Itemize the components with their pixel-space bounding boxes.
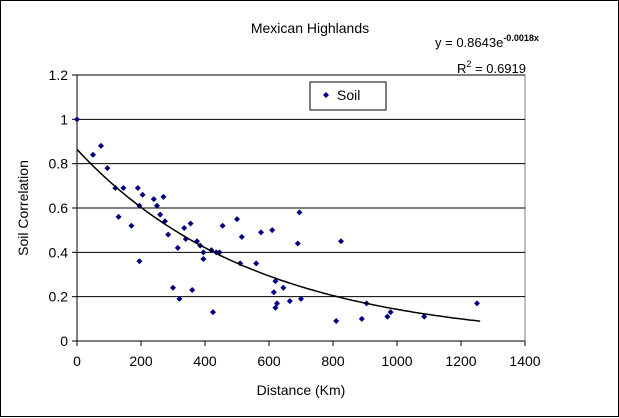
chart-title: Mexican Highlands <box>251 20 369 36</box>
data-point-14 <box>157 211 164 218</box>
data-point-37 <box>253 260 260 267</box>
y-axis-label: Soil Correlation <box>15 160 31 256</box>
data-point-47 <box>296 209 303 216</box>
data-point-41 <box>272 278 279 285</box>
data-point-8 <box>134 185 141 192</box>
data-point-12 <box>150 196 157 203</box>
data-point-46 <box>294 240 301 247</box>
data-point-28 <box>200 255 207 262</box>
x-tick-label-1: 200 <box>129 353 153 369</box>
data-point-48 <box>298 295 304 302</box>
data-point-23 <box>187 220 194 227</box>
data-point-38 <box>258 229 264 236</box>
x-tick-label-3: 600 <box>257 353 281 369</box>
data-point-42 <box>272 304 279 311</box>
data-point-20 <box>176 295 183 302</box>
data-point-2 <box>98 142 104 149</box>
data-point-30 <box>210 309 216 316</box>
legend: Soil <box>309 81 387 111</box>
data-point-7 <box>128 222 135 229</box>
data-point-53 <box>384 313 391 320</box>
y-tick-label-2: 0.4 <box>49 244 69 260</box>
data-point-21 <box>181 224 188 231</box>
y-axis-ticks: 0 0.2 0.4 0.6 0.8 1 1.2 <box>49 67 77 349</box>
data-point-19 <box>174 244 181 251</box>
data-point-11 <box>139 191 146 198</box>
trend-equation-base: y = 0.8643e <box>435 35 503 50</box>
y-tick-label-0: 0 <box>60 333 68 349</box>
data-point-49 <box>333 318 340 325</box>
data-point-50 <box>338 238 344 245</box>
data-point-51 <box>358 315 365 322</box>
data-point-27 <box>200 249 207 256</box>
data-point-56 <box>474 300 480 307</box>
x-tick-label-5: 1000 <box>381 353 412 369</box>
data-point-24 <box>189 287 196 294</box>
r-squared-value: = 0.6919 <box>471 61 526 76</box>
x-tick-label-0: 0 <box>73 353 81 369</box>
trendline <box>76 148 481 322</box>
x-axis-label: Distance (Km) <box>257 382 346 398</box>
data-point-13 <box>154 202 160 209</box>
data-point-5 <box>115 213 122 220</box>
data-point-1 <box>90 151 96 158</box>
legend-box <box>309 81 387 111</box>
trend-equation-exponent: -0.0018x <box>503 33 539 43</box>
data-point-4 <box>112 185 119 192</box>
x-tick-label-6: 1200 <box>445 353 476 369</box>
x-tick-label-4: 800 <box>321 353 345 369</box>
x-axis-ticks: 0 200 400 600 800 1000 1200 1400 <box>73 341 541 369</box>
data-point-3 <box>104 165 111 172</box>
data-point-54 <box>387 309 394 316</box>
data-point-15 <box>160 193 167 200</box>
r-squared-symbol: R <box>457 61 466 76</box>
data-point-39 <box>269 227 276 234</box>
data-point-18 <box>170 284 176 291</box>
y-tick-label-1: 0.2 <box>49 289 69 305</box>
series-soil <box>74 116 480 325</box>
data-point-45 <box>286 298 293 305</box>
data-point-55 <box>421 313 428 320</box>
legend-marker-diamond <box>323 92 329 98</box>
data-point-33 <box>219 222 226 229</box>
data-point-34 <box>234 216 240 223</box>
trend-equation: y = 0.8643e-0.0018x <box>435 33 539 50</box>
data-point-6 <box>120 185 127 192</box>
x-tick-label-7: 1400 <box>509 353 540 369</box>
data-point-10 <box>136 258 143 265</box>
data-point-17 <box>165 231 172 238</box>
data-point-44 <box>280 284 287 291</box>
data-point-40 <box>270 289 277 296</box>
r-squared-superscript: 2 <box>466 59 471 69</box>
legend-entry-soil: Soil <box>337 87 360 103</box>
r-squared: R2 = 0.6919 <box>457 59 526 76</box>
data-point-36 <box>238 233 245 240</box>
y-tick-label-6: 1.2 <box>49 67 69 83</box>
y-tick-label-5: 1 <box>60 111 68 127</box>
y-tick-label-3: 0.6 <box>49 200 69 216</box>
x-tick-label-2: 400 <box>193 353 217 369</box>
data-point-0 <box>74 116 80 123</box>
data-point-43 <box>274 300 280 307</box>
gridlines <box>77 74 525 298</box>
y-tick-label-4: 0.8 <box>49 156 69 172</box>
